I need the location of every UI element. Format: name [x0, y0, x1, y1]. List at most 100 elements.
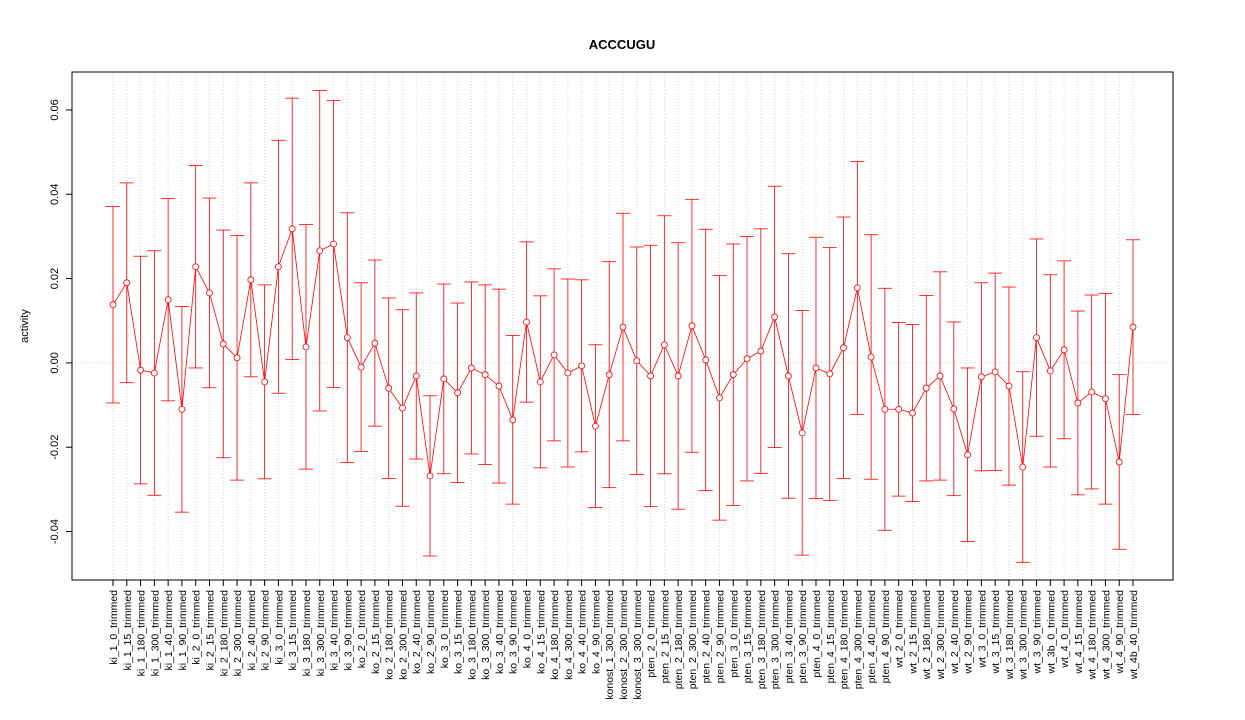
x-tick-label: wt_4b_40_trimmed [1128, 590, 1140, 680]
x-tick-label: ki_2_0_trimmed [191, 590, 203, 665]
point [330, 240, 337, 248]
point [674, 372, 682, 380]
x-tick-label: ko_3_0_trimmed [439, 590, 451, 668]
chart-title: ACCCUGU [589, 37, 655, 52]
point [936, 372, 944, 380]
point [909, 409, 916, 417]
x-tick-label: wt_2_90_trimmed [963, 590, 975, 675]
point [840, 344, 847, 352]
x-tick-label: wt_3b_0_trimmed [1045, 590, 1057, 675]
x-tick-label: pten_2_15_trimmed [659, 590, 671, 684]
point [412, 372, 420, 380]
x-tick-label: ki_3_180_trimmed [301, 590, 313, 677]
point [826, 370, 834, 378]
x-tick-label: pten_3_40_trimmed [783, 590, 795, 684]
x-tick-label: ki_1_15_trimmed [122, 590, 134, 671]
x-tick-label: ko_4_40_trimmed [577, 590, 589, 674]
x-tick-label: konost_2_300_trimmed [618, 590, 630, 700]
point [343, 334, 351, 341]
point [812, 364, 820, 372]
x-tick-label: ko_3_300_trimmed [480, 590, 492, 680]
point [288, 225, 296, 233]
point [219, 340, 227, 348]
point [1005, 382, 1013, 390]
point [192, 263, 200, 271]
x-tick-label: ki_1_40_trimmed [163, 590, 175, 671]
x-tick-label: pten_4_300_trimmed [852, 590, 864, 689]
point [1102, 395, 1109, 403]
x-tick-label: ko_3_15_trimmed [453, 590, 465, 674]
x-tick-label: pten_3_90_trimmed [797, 590, 809, 684]
x-tick-label: ko_2_0_trimmed [356, 590, 368, 668]
point [440, 375, 448, 383]
x-tick-label: ki_1_90_trimmed [177, 590, 189, 671]
point [1046, 367, 1054, 375]
x-tick-label: ki_2_300_trimmed [232, 590, 244, 677]
x-tick-label: wt_2_300_trimmed [935, 590, 947, 680]
x-tick-label: ki_2_40_trimmed [246, 590, 258, 671]
point [660, 341, 668, 349]
point [178, 405, 186, 413]
x-tick-label: wt_3_0_trimmed [976, 590, 988, 669]
point [922, 384, 930, 392]
point [247, 276, 255, 284]
point [991, 368, 999, 376]
point [964, 451, 971, 459]
y-tick-label: -0.02 [49, 435, 61, 460]
point [729, 371, 737, 379]
x-tick-label: wt_2_40_trimmed [949, 590, 961, 675]
x-tick-label: wt_4_300_trimmed [1100, 590, 1112, 680]
point [109, 301, 117, 309]
x-tick-label: ko_4_0_trimmed [522, 590, 534, 668]
x-tick-label: ki_2_90_trimmed [260, 590, 272, 671]
point [881, 405, 889, 413]
point [633, 357, 641, 365]
point [1074, 399, 1082, 407]
x-tick-label: ki_3_15_trimmed [287, 590, 299, 671]
x-tick-label: wt_4_90_trimmed [1114, 590, 1126, 675]
x-tick-label: ki_2_15_trimmed [204, 590, 216, 671]
x-tick-label: wt_2_15_trimmed [907, 590, 919, 675]
point [357, 363, 365, 371]
x-tick-label: pten_2_0_trimmed [646, 590, 658, 678]
point [316, 247, 324, 255]
point [564, 369, 572, 377]
point [150, 369, 158, 377]
point [1115, 458, 1123, 466]
point [950, 405, 958, 413]
point [592, 422, 599, 430]
x-tick-label: pten_4_180_trimmed [839, 590, 851, 689]
point [743, 355, 751, 363]
point [509, 416, 517, 424]
point [785, 372, 792, 380]
plot-frame [71, 71, 1174, 581]
x-tick-label: pten_2_40_trimmed [701, 590, 713, 684]
point [895, 405, 903, 413]
point [688, 322, 696, 330]
x-tick-label: konost_1_300_trimmed [604, 590, 616, 700]
point [798, 429, 806, 437]
point [757, 347, 765, 355]
point [467, 364, 475, 372]
y-axis-label: activity [19, 309, 31, 343]
point [536, 378, 544, 386]
x-tick-label: ko_3_90_trimmed [508, 590, 520, 674]
x-tick-label: ko_4_180_trimmed [549, 590, 561, 680]
point [454, 389, 461, 397]
x-tick-label: ki_1_300_trimmed [149, 590, 161, 677]
x-tick-label: wt_4_180_trimmed [1087, 590, 1099, 680]
point [523, 318, 530, 326]
x-tick-label: wt_3_90_trimmed [1032, 590, 1044, 675]
x-tick-label: ko_2_300_trimmed [397, 590, 409, 680]
y-tick-label: -0.04 [49, 519, 61, 544]
point [716, 394, 723, 402]
point [1033, 334, 1040, 341]
point [977, 373, 985, 381]
x-tick-label: wt_4_0_trimmed [1059, 590, 1071, 669]
y-tick-label: 0.00 [49, 352, 61, 373]
x-tick-label: pten_2_180_trimmed [673, 590, 685, 689]
x-tick-label: ko_3_40_trimmed [494, 590, 506, 674]
x-tick-label: ko_4_90_trimmed [590, 590, 602, 674]
point [550, 351, 558, 359]
